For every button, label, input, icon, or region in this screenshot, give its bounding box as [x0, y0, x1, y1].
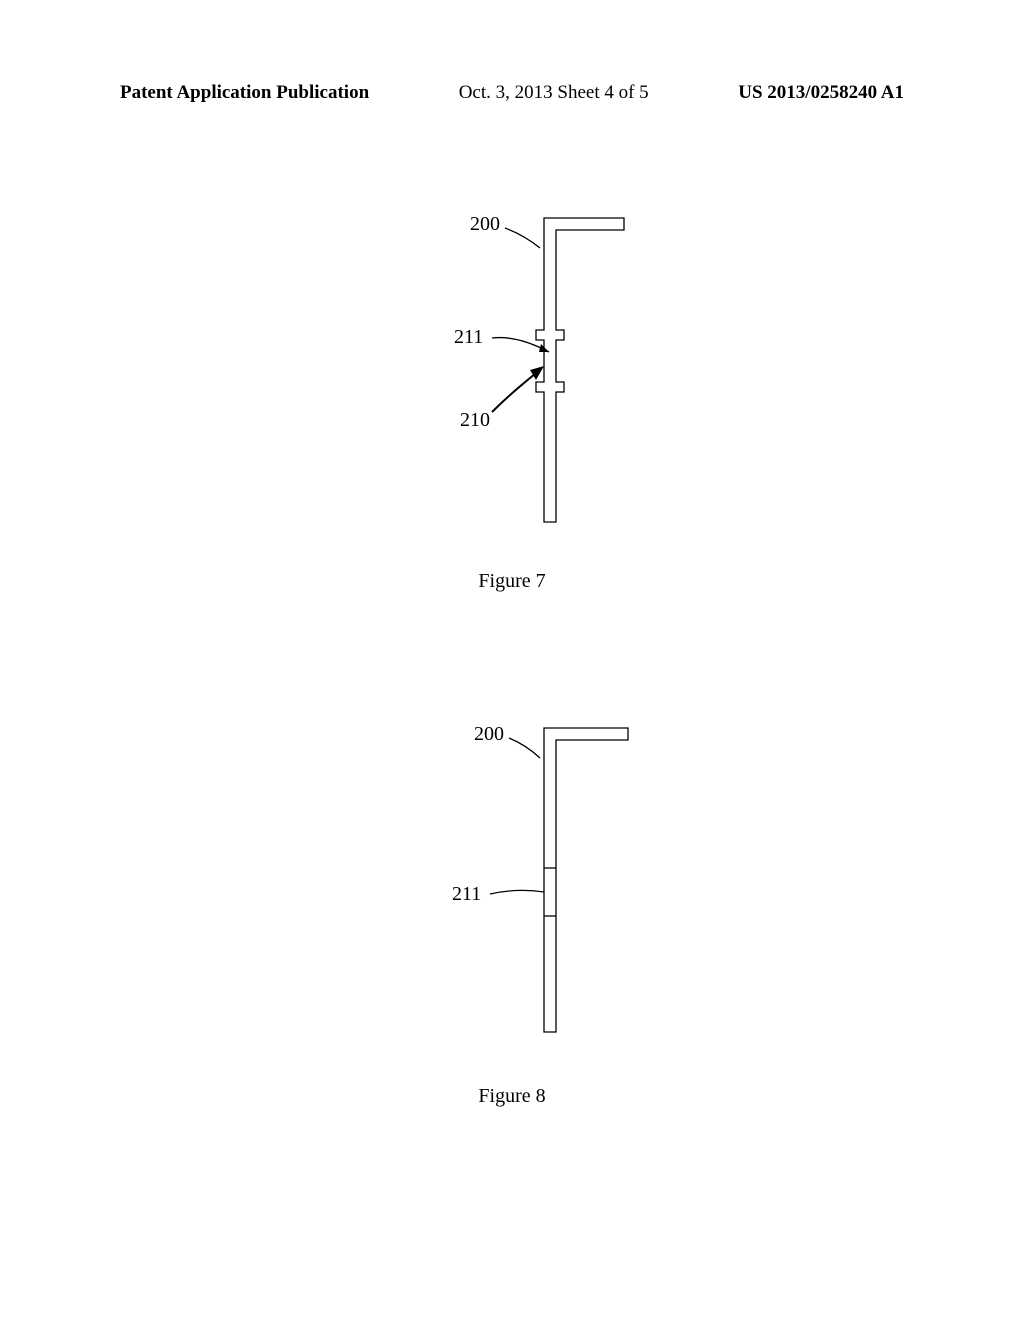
- fig7-label-211: 211: [454, 326, 483, 348]
- fig8-label-211: 211: [452, 883, 481, 905]
- fig8-leader-211: [490, 890, 544, 894]
- fig7-label-210: 210: [460, 409, 490, 431]
- fig7-label-200: 200: [470, 213, 500, 235]
- fig7-arrowhead-210: [530, 366, 544, 380]
- fig7-bracket-outline: [536, 218, 624, 522]
- header-patent-number: US 2013/0258240 A1: [738, 82, 904, 104]
- header-publication: Patent Application Publication: [120, 82, 369, 104]
- figure-8-svg: 200 211: [352, 710, 672, 1050]
- fig8-label-200: 200: [474, 723, 504, 745]
- fig7-leader-210: [492, 370, 540, 412]
- fig7-leader-200: [505, 228, 540, 248]
- fig8-bracket-outline: [544, 728, 628, 1032]
- page-header: Patent Application Publication Oct. 3, 2…: [0, 82, 1024, 104]
- header-date-sheet: Oct. 3, 2013 Sheet 4 of 5: [459, 82, 649, 104]
- figure-8-caption: Figure 8: [478, 1085, 545, 1108]
- figure-7-caption: Figure 7: [478, 570, 545, 593]
- fig8-leader-200: [509, 738, 540, 758]
- figure-7-svg: 200 211 210: [352, 200, 672, 540]
- figure-8-container: 200 211: [352, 710, 672, 1050]
- figure-7-container: 200 211 210: [352, 200, 672, 540]
